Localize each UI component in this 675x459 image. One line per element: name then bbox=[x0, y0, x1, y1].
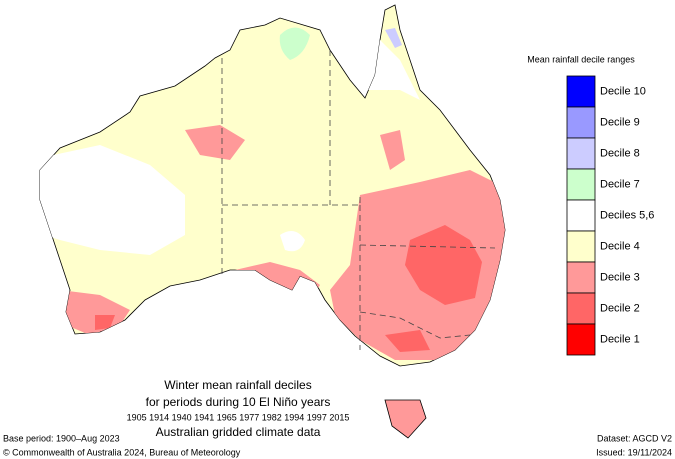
issued: Issued: 19/11/2024 bbox=[596, 447, 672, 457]
legend-swatch bbox=[566, 261, 596, 294]
region bbox=[385, 330, 430, 352]
dataset: Dataset: AGCD V2 bbox=[597, 433, 672, 443]
legend-swatch bbox=[566, 75, 596, 108]
base-period: Base period: 1900–Aug 2023 bbox=[3, 433, 120, 443]
legend-label: Decile 9 bbox=[600, 116, 640, 128]
legend-swatch bbox=[566, 199, 596, 232]
copyright: © Commonwealth of Australia 2024, Bureau… bbox=[3, 447, 241, 457]
legend-label: Decile 3 bbox=[600, 271, 640, 283]
caption-source: Australian gridded climate data bbox=[156, 425, 321, 439]
region bbox=[95, 315, 115, 330]
region bbox=[405, 225, 482, 305]
region bbox=[380, 130, 405, 170]
region bbox=[385, 28, 402, 48]
caption-subtitle: for periods during 10 El Niño years bbox=[146, 395, 331, 409]
legend-label: Decile 4 bbox=[600, 240, 640, 252]
legend-label: Decile 8 bbox=[600, 147, 640, 159]
state-borders bbox=[221, 50, 496, 350]
legend-swatch bbox=[566, 106, 596, 139]
region bbox=[280, 231, 305, 252]
legend-title: Mean rainfall decile ranges bbox=[527, 54, 635, 64]
region bbox=[185, 125, 245, 160]
legend-swatch bbox=[566, 168, 596, 201]
legend-swatch bbox=[566, 292, 596, 325]
caption-title: Winter mean rainfall deciles bbox=[164, 378, 311, 392]
legend-swatch bbox=[566, 323, 596, 356]
legend-label: Decile 1 bbox=[600, 333, 640, 345]
legend-swatch bbox=[566, 230, 596, 263]
region bbox=[60, 290, 130, 335]
legend-swatch bbox=[566, 137, 596, 170]
region bbox=[279, 27, 310, 60]
legend-label: Deciles 5,6 bbox=[600, 209, 654, 221]
legend-label: Decile 10 bbox=[600, 85, 646, 97]
legend-label: Decile 7 bbox=[600, 178, 640, 190]
legend-label: Decile 2 bbox=[600, 302, 640, 314]
map bbox=[39, 4, 506, 439]
tasmania bbox=[384, 399, 427, 439]
region bbox=[40, 145, 185, 255]
caption-years: 1905 1914 1940 1941 1965 1977 1982 1994 … bbox=[127, 412, 350, 422]
legend: Decile 10 Decile 9 Decile 8 Decile 7 Deciles… bbox=[566, 75, 654, 356]
